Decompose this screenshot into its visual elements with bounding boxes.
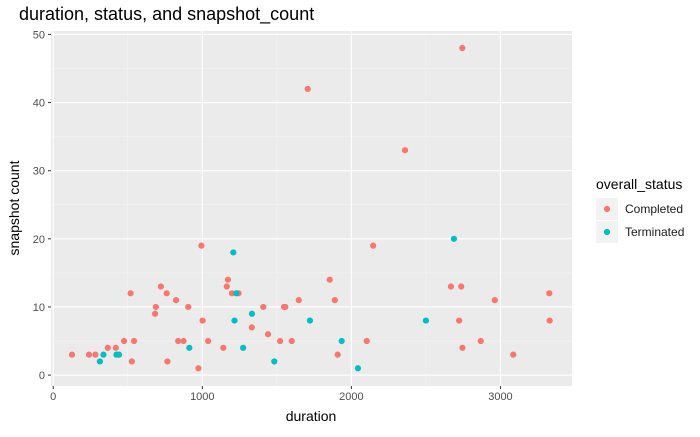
data-point-terminated xyxy=(100,351,107,358)
data-point-terminated xyxy=(450,235,458,242)
data-point-completed xyxy=(223,283,230,290)
data-point-completed xyxy=(130,337,138,345)
data-point-completed xyxy=(205,337,212,345)
data-point-completed xyxy=(68,351,76,358)
data-point-terminated xyxy=(354,365,362,372)
data-point-completed xyxy=(151,310,159,317)
data-point-terminated xyxy=(422,317,430,324)
legend-label-terminated: Terminated xyxy=(625,225,684,239)
data-point-terminated xyxy=(248,310,256,317)
y-tick-label: 50 xyxy=(33,29,45,41)
data-point-completed xyxy=(185,303,192,311)
legend: overall_status Completed Terminated xyxy=(596,176,684,243)
data-point-completed xyxy=(199,317,206,324)
data-point-completed xyxy=(326,276,333,283)
data-point-completed xyxy=(175,337,182,345)
data-point-completed xyxy=(510,351,517,358)
minor-gridlines xyxy=(51,31,572,386)
data-point-completed xyxy=(447,283,455,290)
data-point-terminated xyxy=(231,317,238,324)
data-point-completed xyxy=(459,344,466,351)
data-point-completed xyxy=(288,337,295,345)
data-point-completed xyxy=(127,290,134,297)
data-point-completed xyxy=(224,276,232,283)
y-tick-label: 20 xyxy=(33,234,45,246)
data-points xyxy=(68,44,553,372)
data-point-completed xyxy=(295,297,302,304)
data-point-completed xyxy=(112,344,119,351)
data-point-completed xyxy=(370,242,377,249)
data-point-completed xyxy=(152,303,159,311)
data-point-completed xyxy=(334,351,341,358)
data-point-completed xyxy=(228,290,236,297)
data-point-completed xyxy=(164,358,171,365)
data-point-completed xyxy=(195,365,202,372)
data-point-completed xyxy=(163,290,170,297)
plot-panel xyxy=(51,31,572,386)
major-gridlines xyxy=(51,31,572,386)
data-point-completed xyxy=(456,317,463,324)
data-point-completed xyxy=(282,303,289,311)
x-tick-label: 2000 xyxy=(339,391,363,403)
legend-swatch-terminated xyxy=(603,228,611,236)
data-point-completed xyxy=(172,297,180,304)
data-point-completed xyxy=(363,337,370,345)
data-point-terminated xyxy=(240,344,247,351)
legend-title: overall_status xyxy=(596,176,682,192)
data-point-completed xyxy=(546,317,553,324)
data-point-completed xyxy=(104,344,111,351)
y-tick-label: 40 xyxy=(33,98,45,110)
data-point-completed xyxy=(477,337,484,345)
data-point-terminated xyxy=(115,351,123,358)
data-point-completed xyxy=(157,283,164,290)
data-point-completed xyxy=(85,351,93,358)
data-point-terminated xyxy=(306,317,314,324)
data-point-completed xyxy=(264,331,272,338)
data-point-completed xyxy=(459,44,466,52)
data-point-terminated xyxy=(186,344,193,351)
data-point-completed xyxy=(92,351,99,358)
y-tick-label: 0 xyxy=(39,370,45,382)
data-point-completed xyxy=(128,358,135,365)
data-point-completed xyxy=(491,297,498,304)
x-tick-label: 0 xyxy=(50,391,56,403)
data-point-completed xyxy=(220,344,227,351)
data-point-completed xyxy=(304,85,311,93)
data-point-terminated xyxy=(96,358,103,365)
data-point-terminated xyxy=(233,290,240,297)
data-point-completed xyxy=(248,324,255,331)
y-axis-title: snapshot count xyxy=(6,160,22,255)
data-point-completed xyxy=(546,290,553,297)
legend-swatch-completed xyxy=(603,205,611,213)
data-point-completed xyxy=(120,337,128,345)
x-tick-label: 3000 xyxy=(488,391,512,403)
data-point-terminated xyxy=(230,249,237,256)
data-point-completed xyxy=(401,147,409,154)
chart-title: duration, status, and snapshot_count xyxy=(19,4,314,25)
y-tick-label: 10 xyxy=(33,302,45,314)
data-point-completed xyxy=(458,283,465,290)
data-point-completed xyxy=(198,242,205,249)
y-tick-label: 30 xyxy=(33,166,45,178)
x-tick-label: 1000 xyxy=(190,391,214,403)
data-point-terminated xyxy=(271,358,278,365)
data-point-completed xyxy=(331,297,338,304)
data-point-completed xyxy=(260,303,267,311)
legend-label-completed: Completed xyxy=(625,202,683,216)
axis-ticks: 0 1000 2000 3000 0 10 20 30 40 50 xyxy=(33,29,513,403)
x-axis-title: duration xyxy=(286,408,337,424)
data-point-completed xyxy=(277,337,284,345)
data-point-terminated xyxy=(338,337,345,345)
data-point-completed xyxy=(180,337,187,345)
